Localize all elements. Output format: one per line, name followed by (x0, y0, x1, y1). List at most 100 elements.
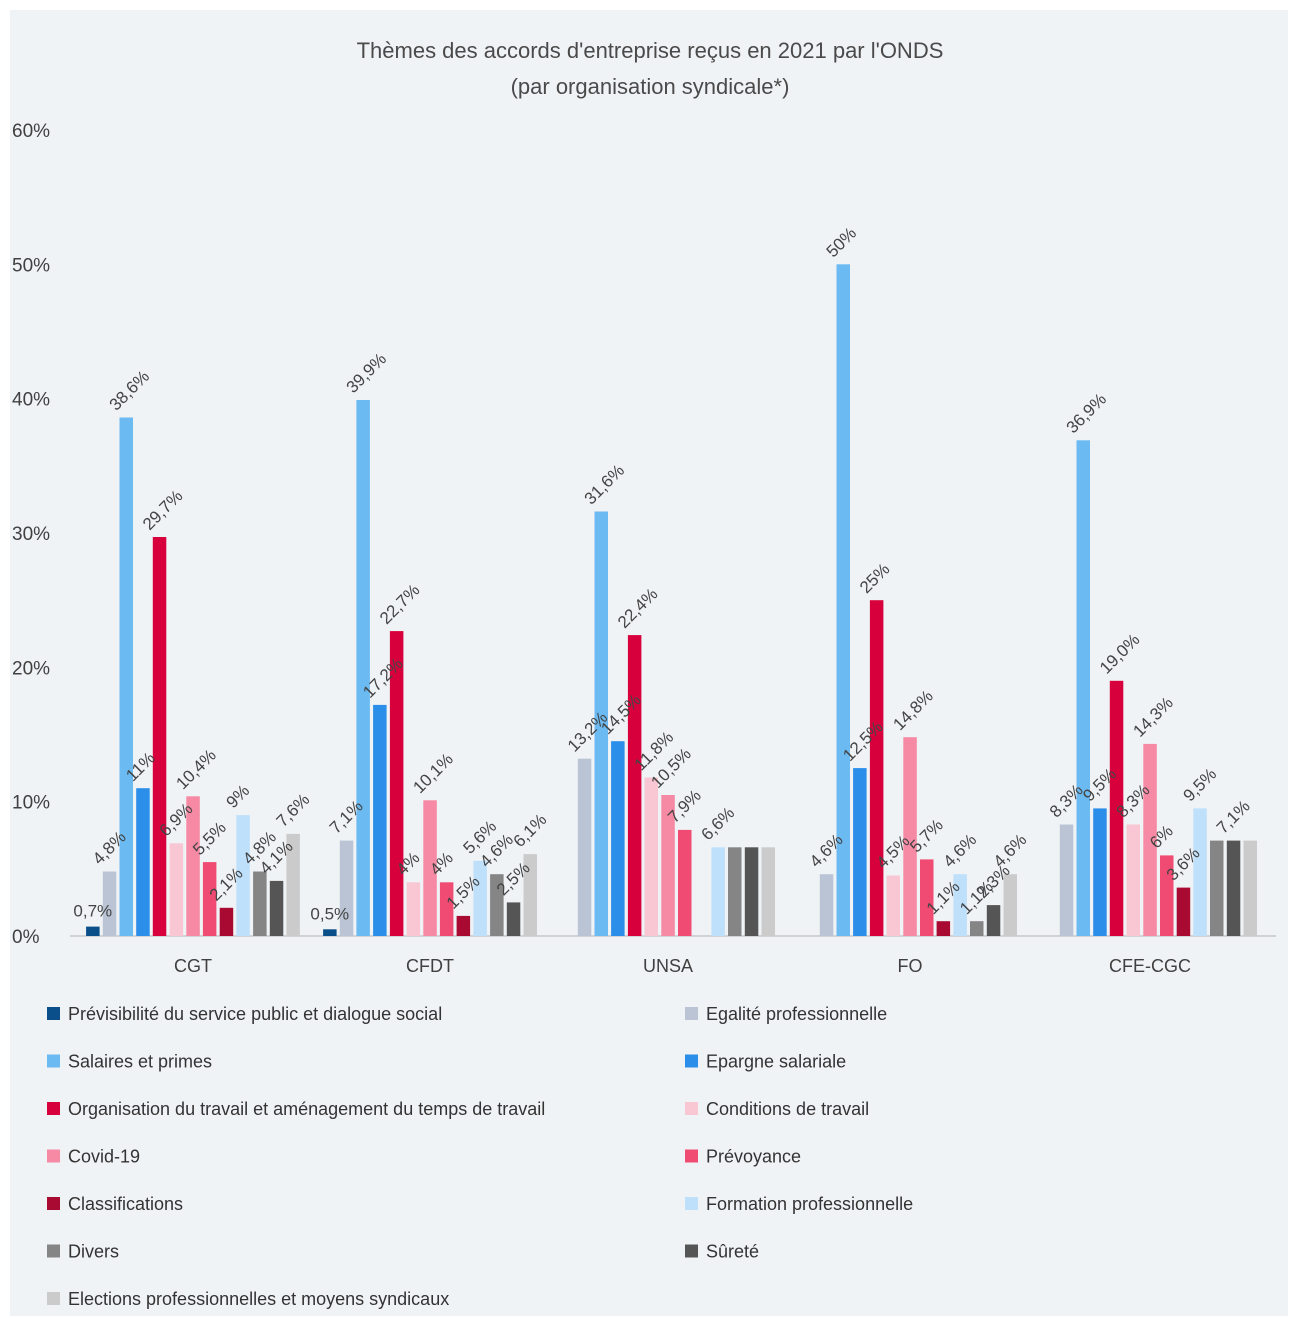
data-label: 6,1% (510, 810, 551, 851)
bar (339, 840, 354, 936)
y-tick-label: 0% (12, 927, 40, 948)
bar (119, 417, 133, 936)
legend-item: Prévisibilité du service public et dialo… (47, 1004, 442, 1024)
legend-swatch (47, 1007, 60, 1020)
data-label: 50% (823, 224, 860, 261)
bar (886, 875, 900, 936)
data-label: 14,3% (1129, 693, 1177, 741)
bar (202, 862, 217, 936)
legend-item: Classifications (47, 1194, 183, 1214)
category-label: CGT (174, 956, 212, 976)
data-label: 31,6% (581, 461, 629, 509)
legend-item: Covid-19 (47, 1147, 140, 1167)
legend-swatch (685, 1244, 698, 1258)
bar (853, 768, 867, 936)
category-label: UNSA (643, 956, 693, 976)
bar (1003, 874, 1017, 936)
data-label: 10,1% (409, 750, 457, 798)
bar (389, 631, 404, 936)
bar (423, 800, 437, 936)
bar (1210, 840, 1224, 936)
legend-label: Formation professionnelle (706, 1194, 913, 1214)
bar (836, 264, 850, 936)
bar (936, 921, 951, 936)
category-label: FO (898, 956, 923, 976)
bar-chart: Thèmes des accords d'entreprise reçus en… (12, 38, 1276, 1309)
bar (456, 915, 471, 936)
chart-title: Thèmes des accords d'entreprise reçus en… (357, 38, 944, 63)
y-axis: 0% 10% 20% 30% 40% 50% 60% (12, 121, 50, 948)
legend-label: Prévoyance (706, 1147, 801, 1167)
data-label: 29,7% (139, 486, 187, 534)
bar (920, 859, 934, 936)
legend-item: Prévoyance (685, 1147, 801, 1167)
bar (728, 847, 742, 936)
bar (1076, 440, 1090, 936)
y-tick-label: 30% (12, 524, 50, 545)
legend: Prévisibilité du service public et dialo… (47, 1004, 913, 1309)
bar (136, 788, 150, 936)
bar (1160, 855, 1174, 936)
bar (323, 929, 337, 936)
bar (373, 704, 387, 936)
legend-swatch (685, 1197, 698, 1210)
legend-label: Conditions de travail (706, 1099, 869, 1119)
chart-card: Thèmes des accords d'entreprise reçus en… (10, 10, 1288, 1316)
bar (523, 854, 537, 936)
legend-label: Sûreté (706, 1242, 759, 1262)
legend-swatch (685, 1007, 698, 1020)
data-label: 10,4% (172, 746, 220, 794)
bar (970, 921, 984, 936)
chart-subtitle: (par organisation syndicale*) (511, 74, 790, 99)
legend-item: Organisation du travail et aménagement d… (47, 1099, 545, 1119)
data-label: 36,9% (1063, 390, 1111, 438)
data-label: 9% (222, 781, 253, 812)
legend-label: Prévisibilité du service public et dialo… (68, 1004, 442, 1024)
bar (269, 880, 284, 936)
bar (819, 874, 834, 936)
bar (644, 777, 658, 936)
data-label: 7,6% (273, 790, 314, 831)
data-label: 4,6% (939, 830, 980, 871)
y-tick-label: 60% (12, 121, 50, 142)
data-label: 7,9% (664, 786, 705, 827)
legend-item: Egalité professionnelle (685, 1004, 887, 1024)
bar (406, 882, 421, 936)
data-label: 14,8% (889, 687, 937, 735)
bar (1193, 808, 1207, 936)
bar (744, 847, 759, 936)
legend-label: Organisation du travail et aménagement d… (68, 1099, 545, 1119)
bar (661, 795, 675, 936)
bar (473, 860, 487, 936)
bar (236, 815, 250, 936)
bar (594, 511, 608, 936)
legend-item: Epargne salariale (685, 1052, 846, 1072)
data-label: 39,9% (343, 349, 391, 397)
bar (611, 741, 625, 936)
data-label: 22,4% (614, 584, 662, 632)
bar (439, 882, 454, 936)
data-label: 0,7% (73, 902, 112, 921)
data-label: 0,5% (310, 904, 349, 923)
legend-label: Salaires et primes (68, 1052, 212, 1072)
data-label: 6,6% (697, 803, 738, 844)
bar (869, 600, 884, 936)
bar (577, 758, 592, 936)
bar (1243, 840, 1257, 936)
legend-item: Formation professionnelle (685, 1194, 913, 1214)
legend-item: Salaires et primes (47, 1052, 212, 1072)
bar (678, 829, 692, 936)
data-label: 22,7% (376, 580, 424, 628)
legend-item: Conditions de travail (685, 1099, 869, 1119)
legend-swatch (47, 1197, 60, 1210)
data-label: 25% (856, 560, 893, 597)
bar (102, 871, 117, 936)
data-label: 38,6% (106, 367, 154, 415)
data-label: 4,6% (990, 830, 1031, 871)
legend-label: Epargne salariale (706, 1052, 846, 1072)
bar (627, 635, 642, 936)
bar (1126, 824, 1140, 936)
legend-label: Egalité professionnelle (706, 1004, 887, 1024)
legend-label: Divers (68, 1242, 119, 1262)
legend-item: Elections professionnelles et moyens syn… (47, 1289, 449, 1309)
